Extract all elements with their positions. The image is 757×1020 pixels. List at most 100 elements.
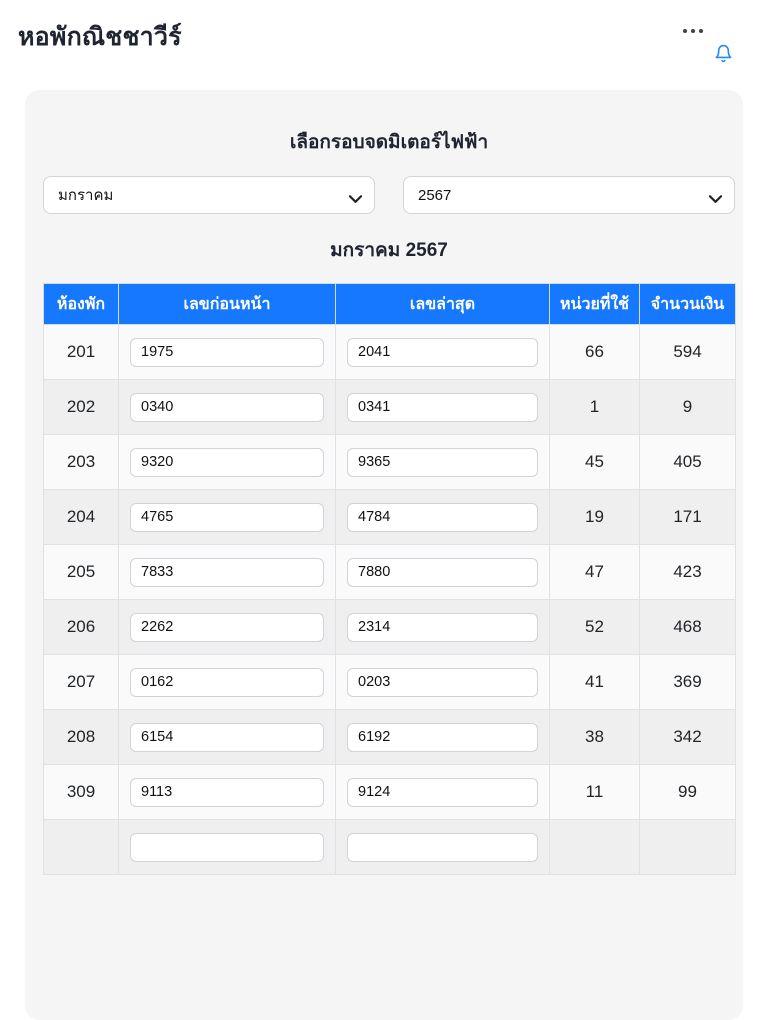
header-latest: เลขล่าสุด <box>335 283 550 325</box>
bell-icon <box>714 44 733 67</box>
previous-reading-input[interactable] <box>130 447 324 477</box>
period-heading: มกราคม 2567 <box>330 240 448 261</box>
units-cell: 45 <box>549 434 640 490</box>
ellipsis-icon <box>683 29 687 33</box>
previous-reading-input[interactable] <box>130 502 324 532</box>
amount-cell: 423 <box>639 544 736 600</box>
period-selects: มกราคม 2567 <box>43 176 735 214</box>
meter-table-body: 2016659420219203454052041917120547423206… <box>43 324 736 875</box>
amount-cell: 405 <box>639 434 736 490</box>
latest-reading-input[interactable] <box>347 447 538 477</box>
previous-reading-input[interactable] <box>130 337 324 367</box>
table-row: 202 19 <box>43 379 736 435</box>
ellipsis-icon <box>691 29 695 33</box>
latest-reading-cell <box>335 379 550 435</box>
notification-bell-button[interactable] <box>712 41 735 69</box>
month-select[interactable]: มกราคม <box>43 176 375 214</box>
units-cell: 11 <box>549 764 640 820</box>
previous-reading-cell <box>118 379 336 435</box>
table-row <box>43 819 736 875</box>
amount-cell: 369 <box>639 654 736 710</box>
units-cell: 47 <box>549 544 640 600</box>
amount-cell: 468 <box>639 599 736 655</box>
latest-reading-input[interactable] <box>347 667 538 697</box>
amount-cell: 99 <box>639 764 736 820</box>
previous-reading-input[interactable] <box>130 557 324 587</box>
room-cell: 206 <box>43 599 119 655</box>
room-cell: 202 <box>43 379 119 435</box>
amount-cell: 594 <box>639 324 736 380</box>
year-select[interactable]: 2567 <box>403 176 735 214</box>
latest-reading-input[interactable] <box>347 337 538 367</box>
previous-reading-cell <box>118 544 336 600</box>
app-header: หอพักณิชชาวีร์ <box>0 0 757 90</box>
room-cell: 204 <box>43 489 119 545</box>
page-title: หอพักณิชชาวีร์ <box>18 23 182 51</box>
previous-reading-input[interactable] <box>130 667 324 697</box>
more-menu-button[interactable] <box>679 25 707 37</box>
header-amount: จำนวนเงิน <box>639 283 736 325</box>
latest-reading-cell <box>335 324 550 380</box>
units-cell: 52 <box>549 599 640 655</box>
card-title: เลือกรอบจดมิเตอร์ไฟฟ้า <box>289 132 489 153</box>
previous-reading-input[interactable] <box>130 777 324 807</box>
previous-reading-input[interactable] <box>130 832 324 862</box>
previous-reading-input[interactable] <box>130 722 324 752</box>
month-select-wrap: มกราคม <box>43 176 375 214</box>
latest-reading-cell <box>335 819 550 875</box>
meter-table-header: ห้องพัก เลขก่อนหน้า เลขล่าสุด หน่วยที่ใช… <box>43 283 736 325</box>
room-cell: 208 <box>43 709 119 765</box>
previous-reading-cell <box>118 764 336 820</box>
latest-reading-cell <box>335 489 550 545</box>
meter-table: ห้องพัก เลขก่อนหน้า เลขล่าสุด หน่วยที่ใช… <box>43 283 736 875</box>
latest-reading-input[interactable] <box>347 612 538 642</box>
header-units: หน่วยที่ใช้ <box>549 283 640 325</box>
previous-reading-cell <box>118 709 336 765</box>
room-cell: 205 <box>43 544 119 600</box>
units-cell: 41 <box>549 654 640 710</box>
meter-card: เลือกรอบจดมิเตอร์ไฟฟ้า มกราคม 2567 มกราค… <box>25 90 743 1020</box>
room-cell: 201 <box>43 324 119 380</box>
year-select-wrap: 2567 <box>403 176 735 214</box>
previous-reading-cell <box>118 654 336 710</box>
latest-reading-cell <box>335 599 550 655</box>
latest-reading-cell <box>335 544 550 600</box>
room-cell <box>43 819 119 875</box>
latest-reading-cell <box>335 709 550 765</box>
previous-reading-cell <box>118 819 336 875</box>
units-cell: 19 <box>549 489 640 545</box>
units-cell: 1 <box>549 379 640 435</box>
latest-reading-input[interactable] <box>347 502 538 532</box>
previous-reading-cell <box>118 599 336 655</box>
previous-reading-cell <box>118 324 336 380</box>
units-cell <box>549 819 640 875</box>
amount-cell: 9 <box>639 379 736 435</box>
amount-cell <box>639 819 736 875</box>
latest-reading-input[interactable] <box>347 557 538 587</box>
room-cell: 309 <box>43 764 119 820</box>
units-cell: 38 <box>549 709 640 765</box>
latest-reading-input[interactable] <box>347 392 538 422</box>
amount-cell: 171 <box>639 489 736 545</box>
header-room: ห้องพัก <box>43 283 119 325</box>
previous-reading-input[interactable] <box>130 612 324 642</box>
previous-reading-input[interactable] <box>130 392 324 422</box>
room-cell: 203 <box>43 434 119 490</box>
previous-reading-cell <box>118 489 336 545</box>
latest-reading-cell <box>335 764 550 820</box>
latest-reading-input[interactable] <box>347 722 538 752</box>
amount-cell: 342 <box>639 709 736 765</box>
ellipsis-icon <box>699 29 703 33</box>
latest-reading-cell <box>335 654 550 710</box>
latest-reading-input[interactable] <box>347 777 538 807</box>
header-previous: เลขก่อนหน้า <box>118 283 336 325</box>
latest-reading-input[interactable] <box>347 832 538 862</box>
